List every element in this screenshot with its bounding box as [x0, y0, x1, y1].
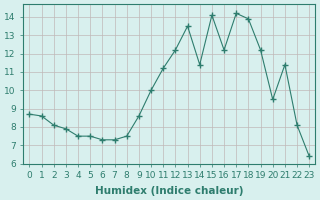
X-axis label: Humidex (Indice chaleur): Humidex (Indice chaleur)	[95, 186, 244, 196]
